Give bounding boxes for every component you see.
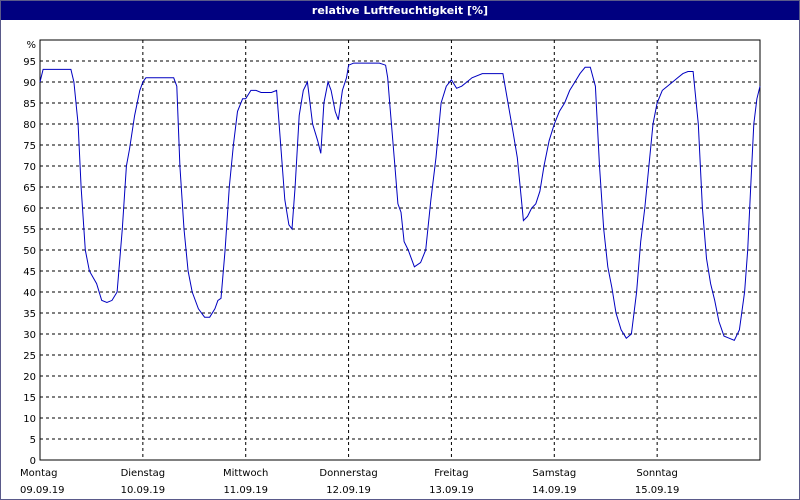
x-axis: Montag 09.09.19 Dienstag 10.09.19 Mittwoch 11… bbox=[20, 468, 679, 496]
y-tick-label: 75 bbox=[23, 141, 36, 152]
y-tick-label: 85 bbox=[23, 99, 36, 110]
x-tick-weekday: Mittwoch bbox=[223, 468, 268, 479]
y-axis: 0 5 10 15 20 25 30 35 40 45 50 55 60 65 70 75 80 85 90 95% bbox=[23, 40, 36, 467]
y-tick-label: 70 bbox=[23, 162, 36, 173]
y-tick-label: 80 bbox=[23, 120, 36, 131]
y-tick-label: 5 bbox=[30, 435, 36, 446]
y-tick-label: 20 bbox=[23, 372, 36, 383]
x-tick-date: 15.09.19 bbox=[635, 485, 680, 496]
y-tick-label: 40 bbox=[23, 288, 36, 299]
x-tick-weekday: Samstag bbox=[532, 468, 576, 479]
x-tick-date: 14.09.19 bbox=[532, 485, 577, 496]
grid bbox=[40, 40, 760, 460]
y-tick-label: 95 bbox=[23, 57, 36, 68]
y-tick-label: 30 bbox=[23, 330, 36, 341]
y-tick-label: 90 bbox=[23, 78, 36, 89]
x-tick-date: 10.09.19 bbox=[121, 485, 166, 496]
x-tick-date: 11.09.19 bbox=[223, 485, 268, 496]
x-tick-weekday: Sonntag bbox=[636, 468, 678, 479]
y-tick-label: 35 bbox=[23, 309, 36, 320]
x-tick-weekday: Dienstag bbox=[121, 468, 166, 479]
x-tick-date: 13.09.19 bbox=[429, 485, 474, 496]
y-tick-label: 50 bbox=[23, 246, 36, 257]
y-unit-label: % bbox=[26, 40, 36, 51]
x-tick-weekday: Freitag bbox=[434, 468, 468, 479]
x-tick-date: 12.09.19 bbox=[326, 485, 371, 496]
series-line-humidity bbox=[39, 62, 761, 341]
y-tick-label: 60 bbox=[23, 204, 36, 215]
y-tick-label: 55 bbox=[23, 225, 36, 236]
x-tick-weekday: Donnerstag bbox=[319, 468, 377, 479]
y-tick-label: 25 bbox=[23, 351, 36, 362]
x-tick-date: 09.09.19 bbox=[20, 485, 65, 496]
y-tick-label: 15 bbox=[23, 393, 36, 404]
x-tick-weekday: Montag bbox=[20, 468, 57, 479]
y-tick-label: 0 bbox=[30, 456, 36, 467]
chart-title: relative Luftfeuchtigkeit [%] bbox=[1, 1, 799, 20]
y-tick-label: 45 bbox=[23, 267, 36, 278]
y-tick-label: 10 bbox=[23, 414, 36, 425]
y-tick-label: 65 bbox=[23, 183, 36, 194]
